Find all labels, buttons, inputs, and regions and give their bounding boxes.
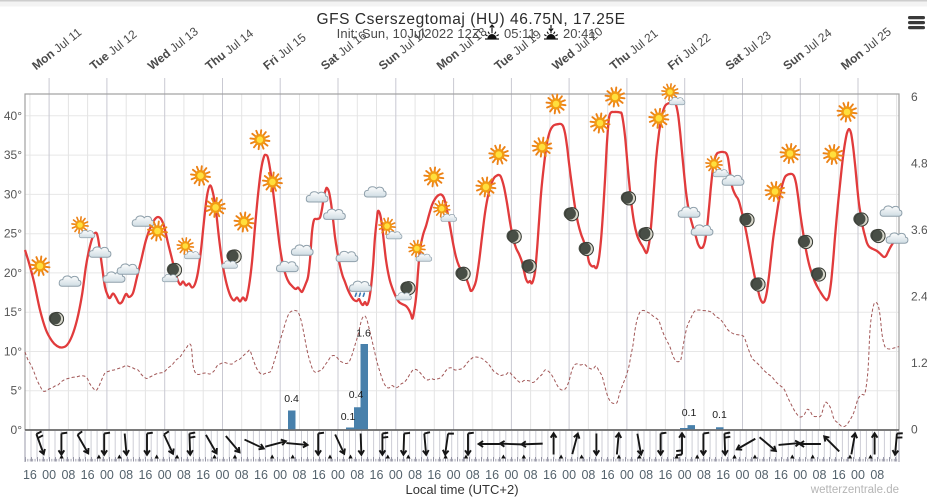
svg-text:08: 08 — [755, 468, 769, 482]
svg-text:08: 08 — [408, 468, 422, 482]
svg-text:00: 00 — [158, 468, 172, 482]
svg-text:16: 16 — [716, 468, 730, 482]
svg-text:00: 00 — [447, 468, 461, 482]
svg-text:20:41: 20:41 — [563, 26, 596, 41]
svg-text:25°: 25° — [4, 227, 22, 241]
svg-text:15°: 15° — [4, 305, 22, 319]
svg-text:00: 00 — [389, 468, 403, 482]
svg-text:20°: 20° — [4, 266, 22, 280]
svg-text:08: 08 — [524, 468, 538, 482]
svg-text:Init: Sun, 10Jul2022 12Z: Init: Sun, 10Jul2022 12Z — [337, 26, 480, 41]
svg-text:16: 16 — [774, 468, 788, 482]
svg-text:08: 08 — [581, 468, 595, 482]
svg-text:0.1: 0.1 — [682, 407, 697, 419]
svg-text:00: 00 — [100, 468, 114, 482]
svg-text:00: 00 — [216, 468, 230, 482]
svg-text:0: 0 — [911, 423, 918, 437]
svg-text:16: 16 — [23, 468, 37, 482]
svg-text:08: 08 — [870, 468, 884, 482]
svg-text:16: 16 — [543, 468, 557, 482]
svg-text:08: 08 — [293, 468, 307, 482]
svg-text:00: 00 — [331, 468, 345, 482]
svg-text:16: 16 — [370, 468, 384, 482]
svg-text:0.4: 0.4 — [349, 389, 364, 401]
svg-text:00: 00 — [562, 468, 576, 482]
svg-text:35°: 35° — [4, 148, 22, 162]
svg-text:16: 16 — [81, 468, 95, 482]
svg-text:0.1: 0.1 — [341, 411, 356, 423]
svg-text:00: 00 — [620, 468, 634, 482]
svg-text:30°: 30° — [4, 187, 22, 201]
svg-text:08: 08 — [61, 468, 75, 482]
svg-text:16: 16 — [196, 468, 210, 482]
svg-text:08: 08 — [697, 468, 711, 482]
svg-text:00: 00 — [851, 468, 865, 482]
svg-text:GFS Cserszegtomaj (HU) 46.75N,: GFS Cserszegtomaj (HU) 46.75N, 17.25E — [317, 11, 626, 28]
svg-text:00: 00 — [678, 468, 692, 482]
svg-text:16: 16 — [485, 468, 499, 482]
svg-text:00: 00 — [42, 468, 56, 482]
svg-text:0.4: 0.4 — [284, 393, 299, 405]
svg-text:08: 08 — [177, 468, 191, 482]
svg-text:00: 00 — [793, 468, 807, 482]
svg-text:16: 16 — [254, 468, 268, 482]
svg-text:08: 08 — [813, 468, 827, 482]
svg-text:16: 16 — [601, 468, 615, 482]
svg-text:3.6: 3.6 — [911, 223, 927, 237]
svg-text:08: 08 — [466, 468, 480, 482]
svg-text:16: 16 — [427, 468, 441, 482]
svg-text:16: 16 — [658, 468, 672, 482]
svg-text:00: 00 — [736, 468, 750, 482]
svg-text:08: 08 — [350, 468, 364, 482]
svg-text:10°: 10° — [4, 345, 22, 359]
svg-text:16: 16 — [312, 468, 326, 482]
svg-text:2.4: 2.4 — [911, 290, 927, 304]
svg-text:1.6: 1.6 — [356, 328, 371, 340]
svg-text:00: 00 — [273, 468, 287, 482]
svg-text:16: 16 — [138, 468, 152, 482]
svg-text:05:11: 05:11 — [504, 26, 536, 41]
svg-text:08: 08 — [119, 468, 133, 482]
svg-text:0.1: 0.1 — [712, 409, 727, 421]
svg-text:16: 16 — [832, 468, 846, 482]
svg-text:5°: 5° — [11, 384, 23, 398]
svg-text:08: 08 — [639, 468, 653, 482]
svg-text:40°: 40° — [4, 109, 22, 123]
svg-text:6: 6 — [911, 90, 918, 104]
svg-text:1.2: 1.2 — [911, 356, 927, 370]
svg-text:Local time (UTC+2): Local time (UTC+2) — [405, 482, 518, 497]
svg-text:00: 00 — [504, 468, 518, 482]
svg-text:4.8: 4.8 — [911, 157, 927, 171]
svg-text:08: 08 — [235, 468, 249, 482]
svg-text:wetterzentrale.de: wetterzentrale.de — [810, 484, 899, 496]
svg-text:0°: 0° — [11, 423, 23, 437]
